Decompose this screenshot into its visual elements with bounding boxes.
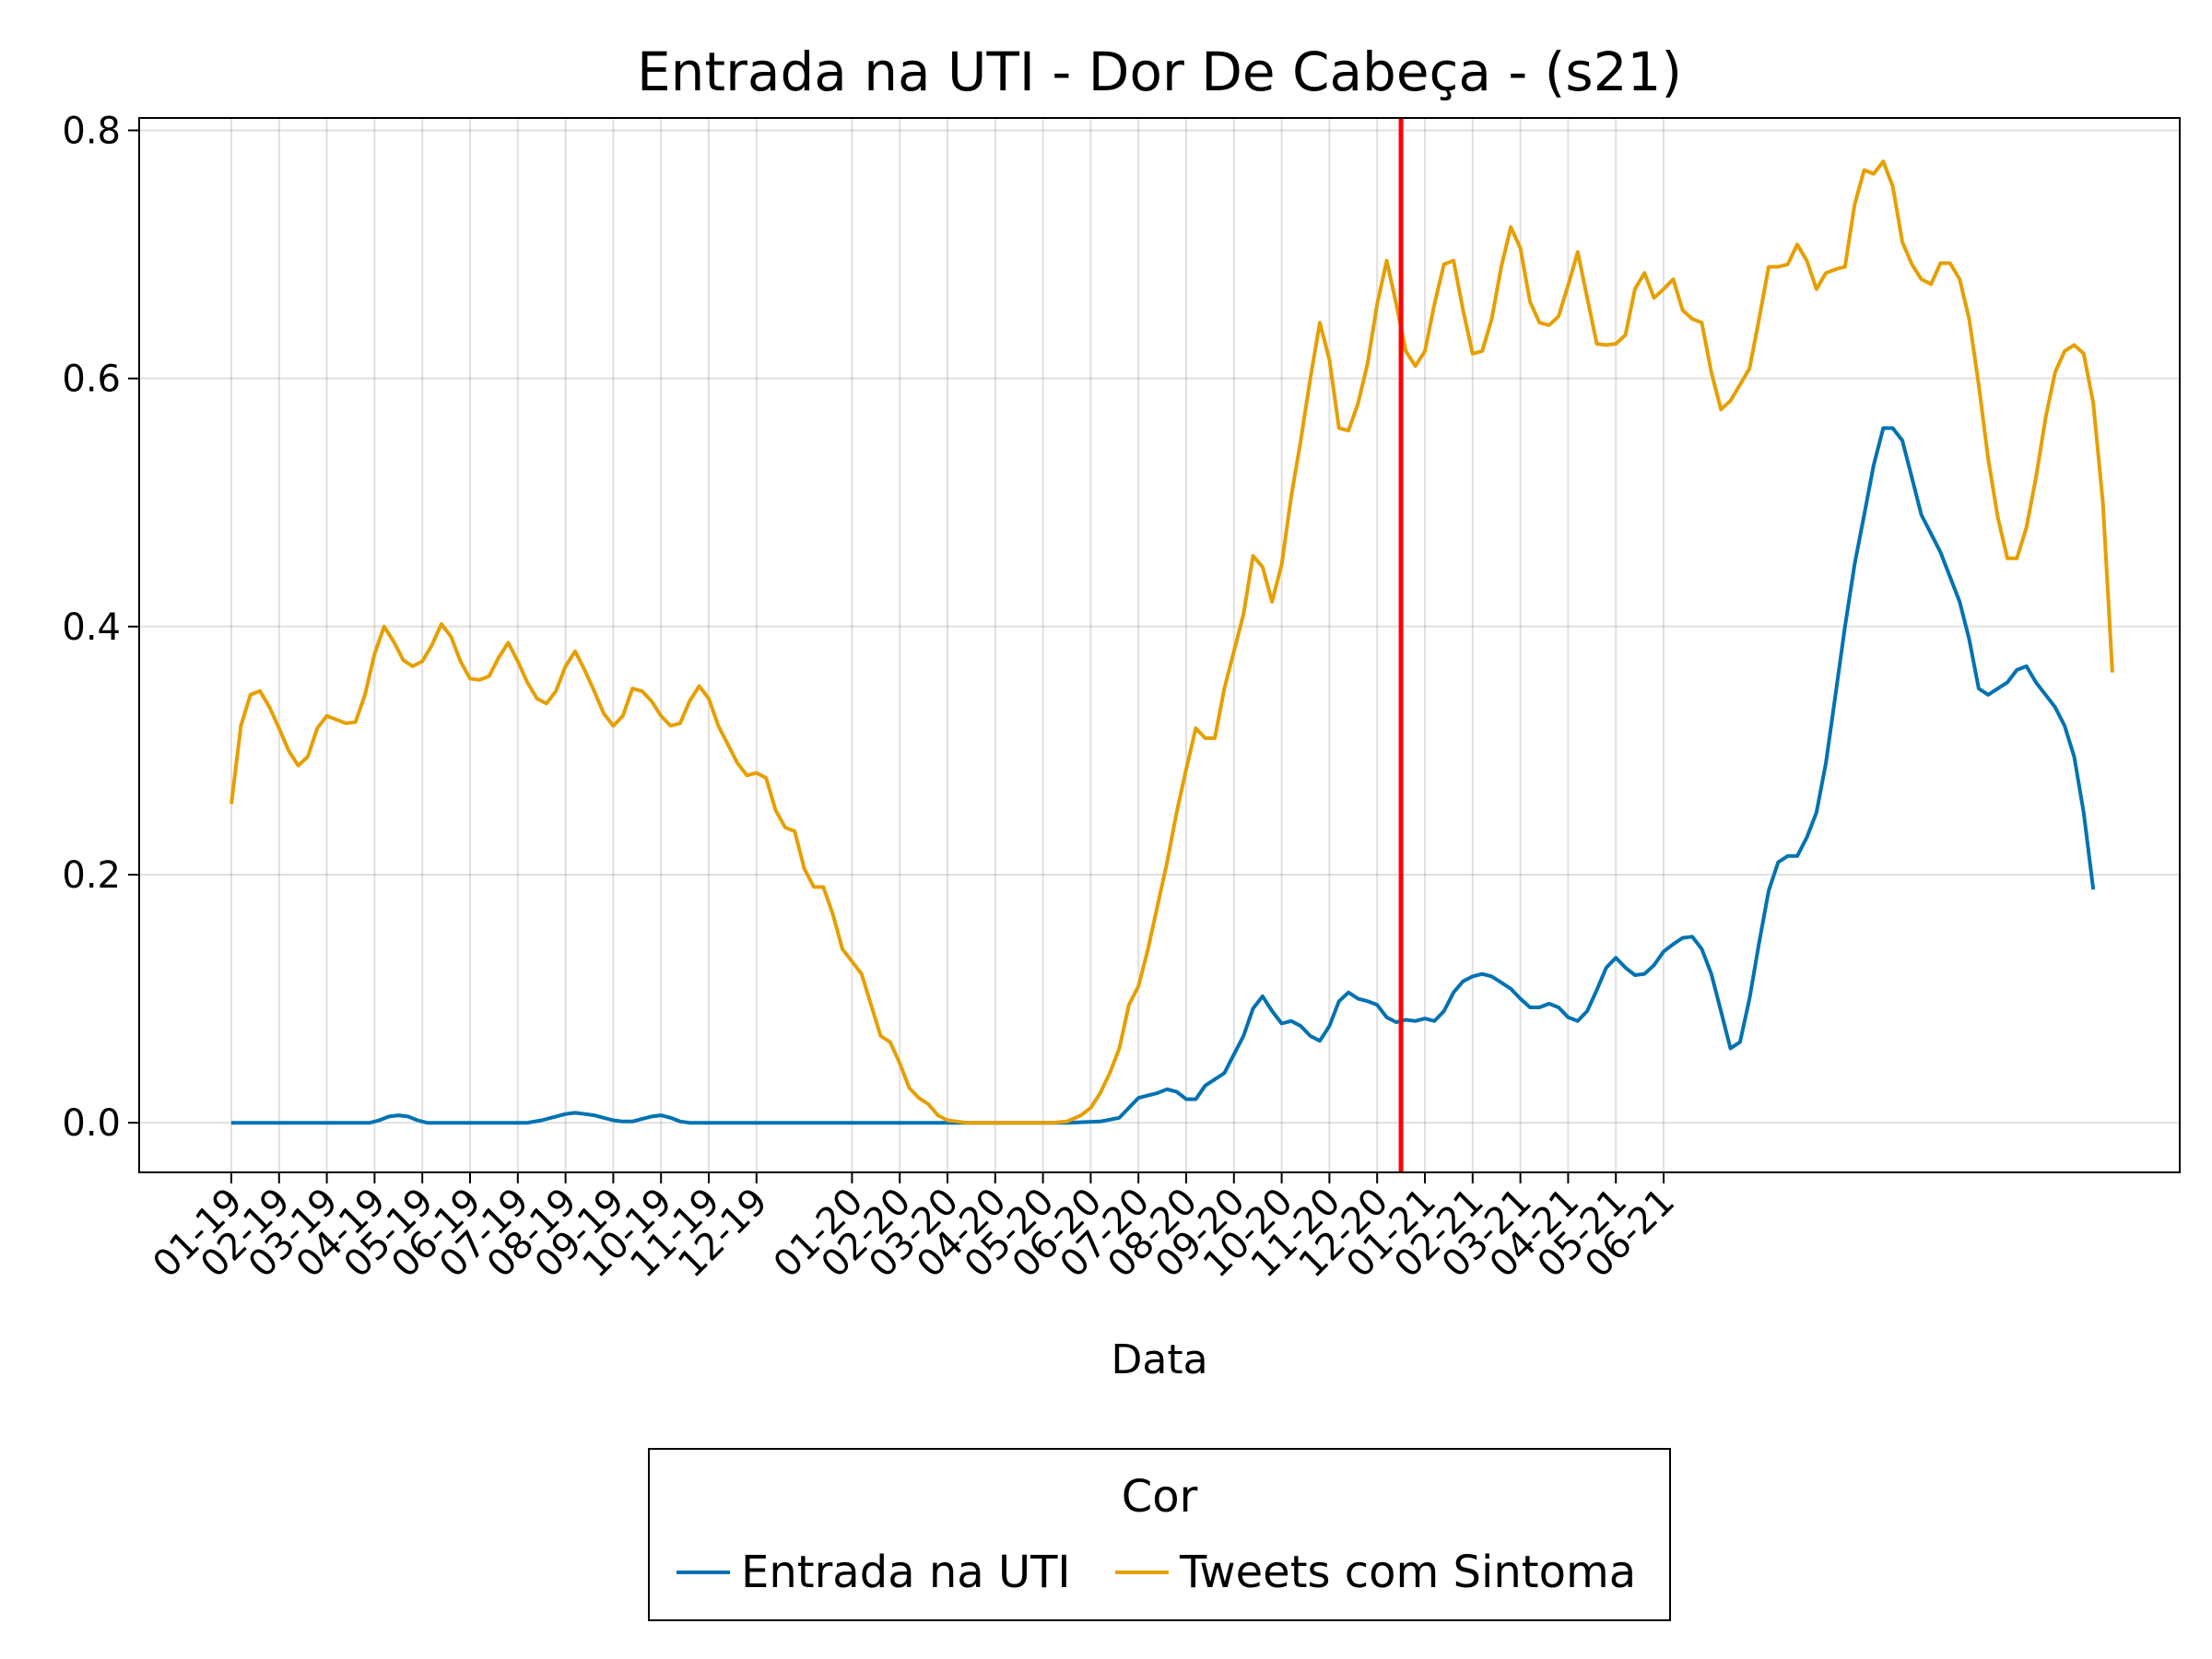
y-tick-label: 0.2 bbox=[62, 854, 121, 897]
series-line-0 bbox=[231, 426, 2096, 1125]
legend-box bbox=[648, 1448, 1671, 1621]
chart-title: Entrada na UTI - Dor De Cabeça - (s21) bbox=[637, 41, 1682, 103]
grid bbox=[139, 118, 2180, 1172]
legend-title: Cor bbox=[1122, 1471, 1198, 1523]
legend-label-entrada-na-uti: Entrada na UTI bbox=[741, 1547, 1071, 1598]
legend-label-tweets-com-sintoma: Tweets com Sintoma bbox=[1179, 1547, 1636, 1598]
y-tick-label: 0.0 bbox=[62, 1102, 121, 1145]
legend: Cor Entrada na UTI Tweets com Sintoma bbox=[648, 1448, 1671, 1621]
y-tick-label: 0.8 bbox=[62, 110, 121, 152]
plot-frame bbox=[138, 117, 2181, 1173]
series-line-1 bbox=[229, 159, 2114, 1125]
series-group bbox=[229, 159, 2114, 1125]
y-axis: 0.0 0.2 0.4 0.6 0.8 bbox=[62, 110, 139, 1145]
y-tick-label: 0.4 bbox=[62, 606, 121, 649]
y-tick-label: 0.6 bbox=[62, 359, 121, 401]
x-axis-label: Data bbox=[1111, 1336, 1207, 1383]
